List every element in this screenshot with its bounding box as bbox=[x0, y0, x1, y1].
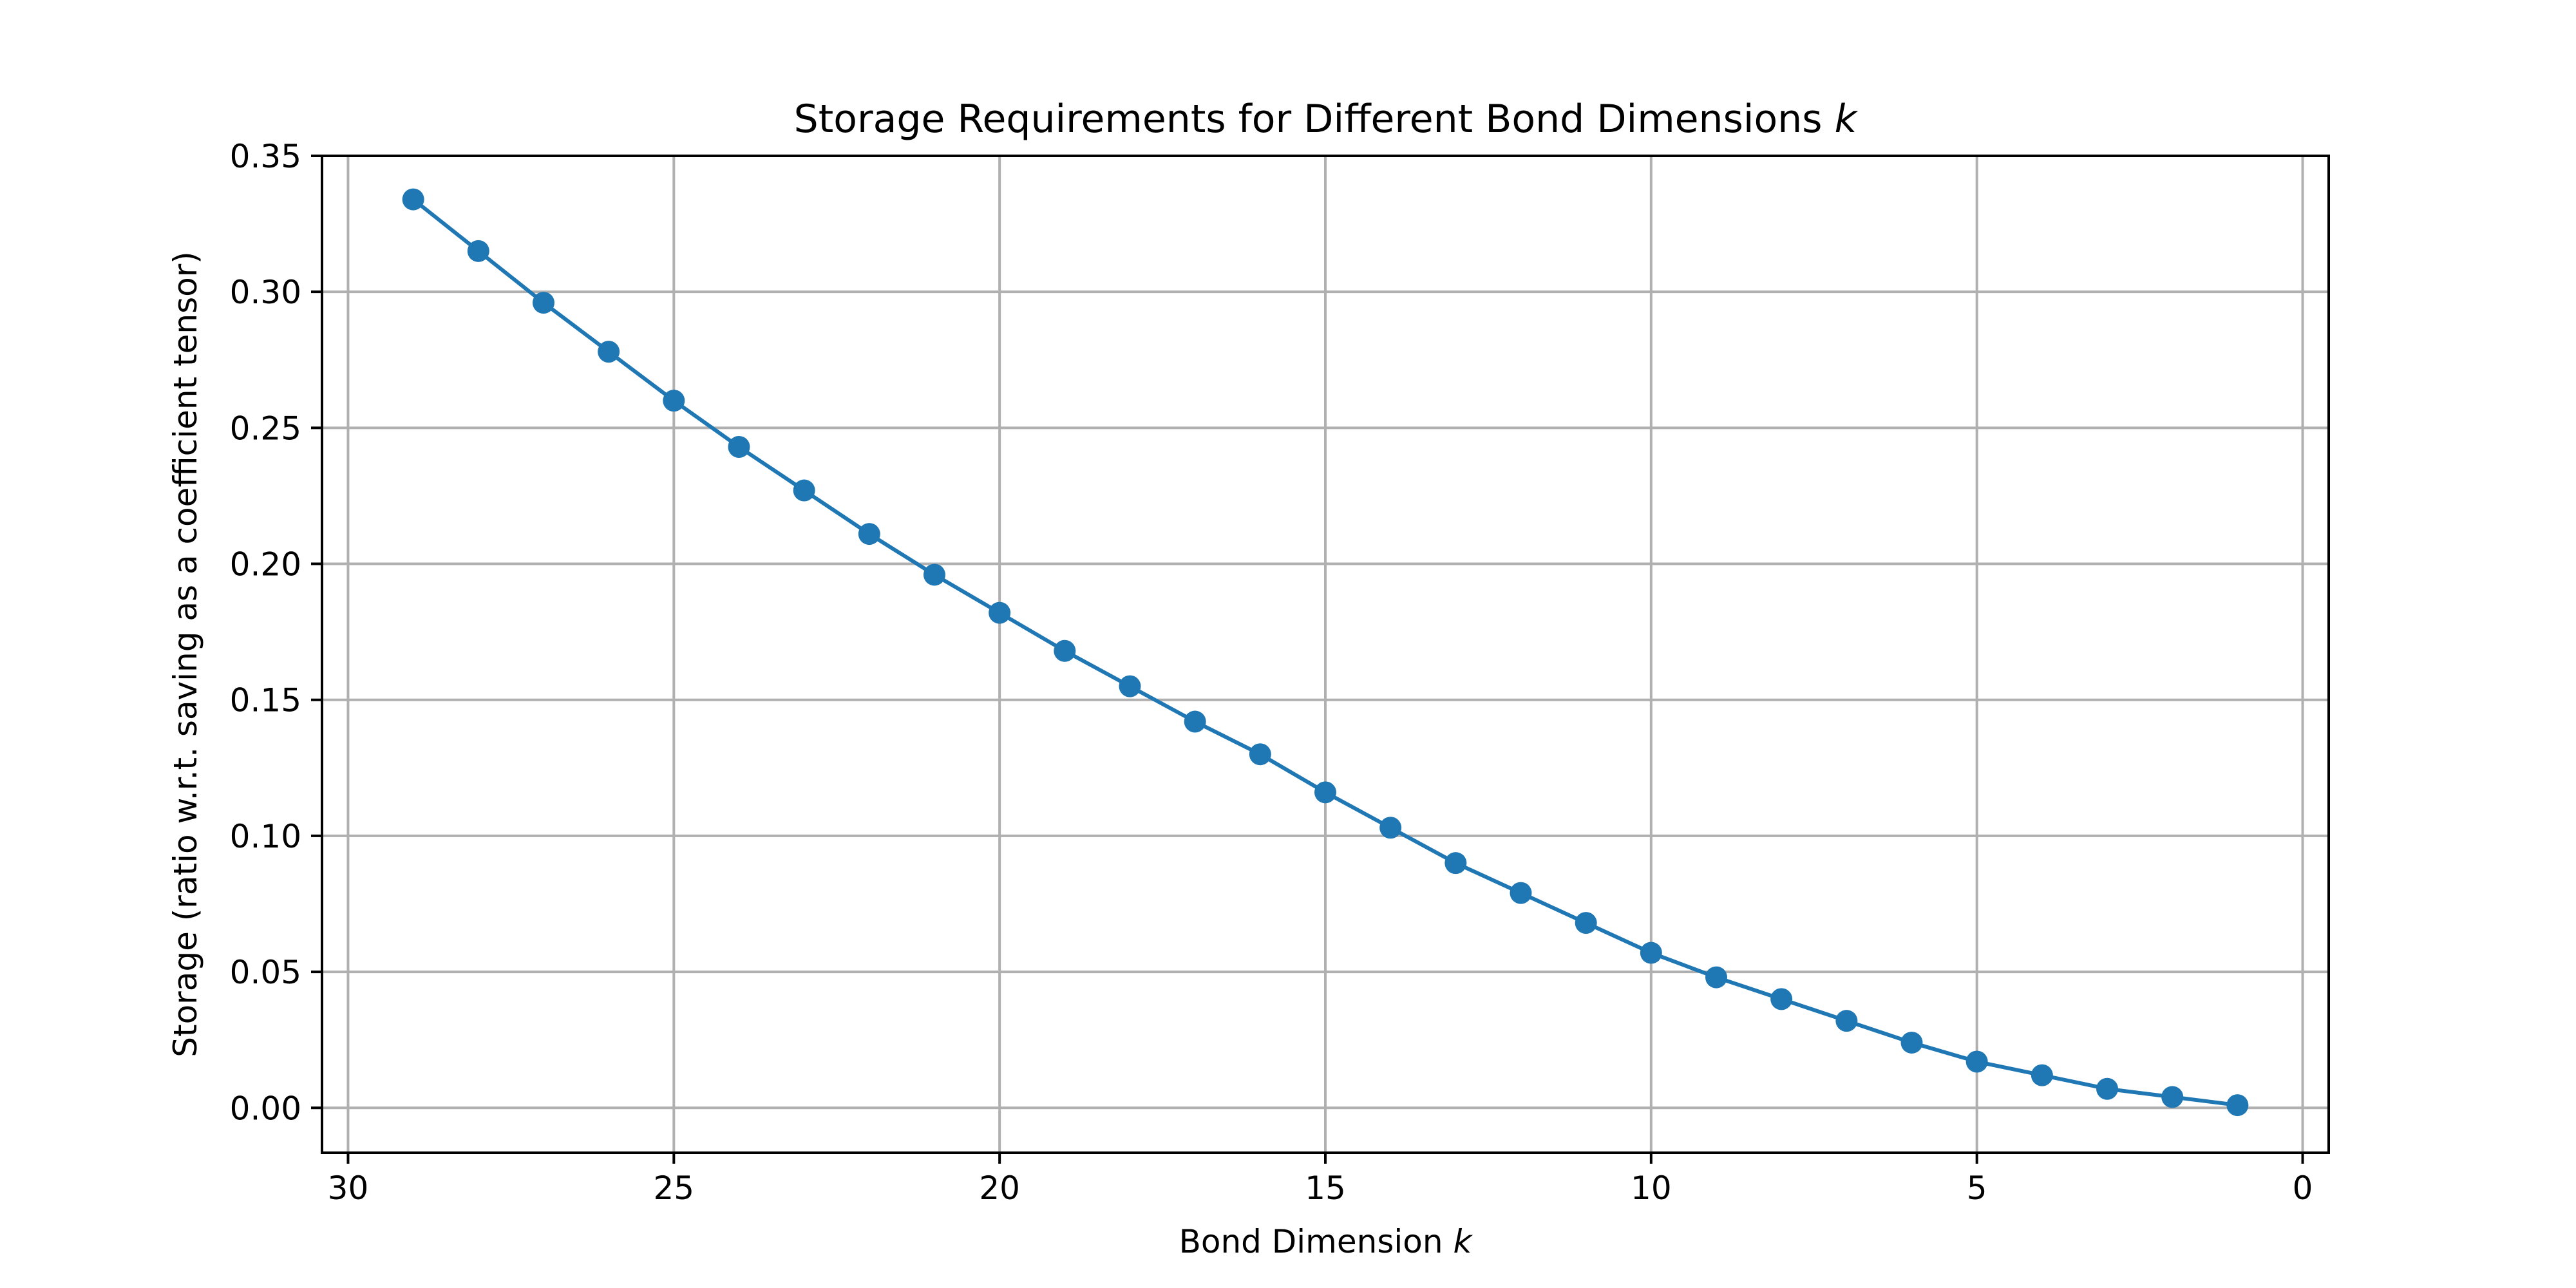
x-tick-label: 15 bbox=[1305, 1170, 1346, 1207]
data-point bbox=[1054, 639, 1076, 662]
data-point bbox=[1575, 912, 1597, 934]
data-point bbox=[1705, 966, 1728, 989]
y-axis-label: Storage (ratio w.r.t. saving as a coeffi… bbox=[167, 251, 204, 1057]
data-point bbox=[793, 479, 815, 502]
data-point bbox=[1444, 852, 1467, 875]
data-point bbox=[467, 240, 489, 262]
y-tick-label: 0.35 bbox=[230, 138, 301, 175]
y-tick-label: 0.25 bbox=[230, 410, 301, 447]
data-point bbox=[2031, 1064, 2053, 1086]
x-tick-label: 25 bbox=[653, 1170, 694, 1207]
data-point bbox=[402, 188, 424, 211]
data-point bbox=[532, 292, 554, 314]
data-point bbox=[1184, 710, 1206, 733]
data-point bbox=[1314, 781, 1336, 804]
data-point bbox=[1510, 882, 1532, 904]
data-point bbox=[598, 341, 620, 363]
chart-title-variable: k bbox=[1835, 97, 1859, 142]
y-tick-label: 0.10 bbox=[230, 818, 301, 855]
y-tick-label: 0.15 bbox=[230, 682, 301, 719]
data-point bbox=[1640, 942, 1662, 964]
data-point bbox=[858, 523, 880, 545]
series-layer bbox=[402, 188, 2249, 1117]
x-tick-label: 30 bbox=[328, 1170, 369, 1207]
ticks: 30 25 20 15 10 5 0 0.00 0.05 0.10 0.15 0.20 0.25 0.30… bbox=[230, 138, 2313, 1207]
x-tick-label: 5 bbox=[1967, 1170, 1987, 1207]
x-tick-label: 0 bbox=[2293, 1170, 2313, 1207]
data-point bbox=[1835, 1010, 1858, 1032]
grid bbox=[322, 155, 2329, 1153]
x-tick-label: 10 bbox=[1631, 1170, 1672, 1207]
y-tick-label: 0.30 bbox=[230, 274, 301, 311]
data-point bbox=[989, 601, 1011, 624]
data-point bbox=[1379, 817, 1402, 839]
y-tick-label: 0.20 bbox=[230, 546, 301, 583]
data-point bbox=[1900, 1031, 1923, 1054]
y-tick-label: 0.00 bbox=[230, 1090, 301, 1127]
data-point bbox=[2226, 1094, 2249, 1117]
data-point bbox=[1770, 988, 1793, 1010]
data-point bbox=[2161, 1086, 2184, 1108]
data-point bbox=[663, 390, 685, 412]
x-axis-label-text: Bond Dimension bbox=[1179, 1223, 1443, 1260]
data-point bbox=[923, 564, 945, 586]
data-point bbox=[1965, 1050, 1988, 1073]
x-axis-label-variable: k bbox=[1453, 1223, 1473, 1260]
data-point bbox=[728, 435, 750, 458]
data-point bbox=[1119, 675, 1141, 697]
x-axis-label: Bond Dimension k bbox=[1179, 1223, 1473, 1260]
y-tick-label: 0.05 bbox=[230, 954, 301, 991]
chart-title: Storage Requirements for Different Bond … bbox=[794, 97, 1859, 142]
data-point bbox=[1249, 743, 1271, 766]
chart-title-text: Storage Requirements for Different Bond … bbox=[794, 97, 1823, 142]
x-tick-label: 20 bbox=[979, 1170, 1020, 1207]
data-point bbox=[2096, 1077, 2119, 1100]
